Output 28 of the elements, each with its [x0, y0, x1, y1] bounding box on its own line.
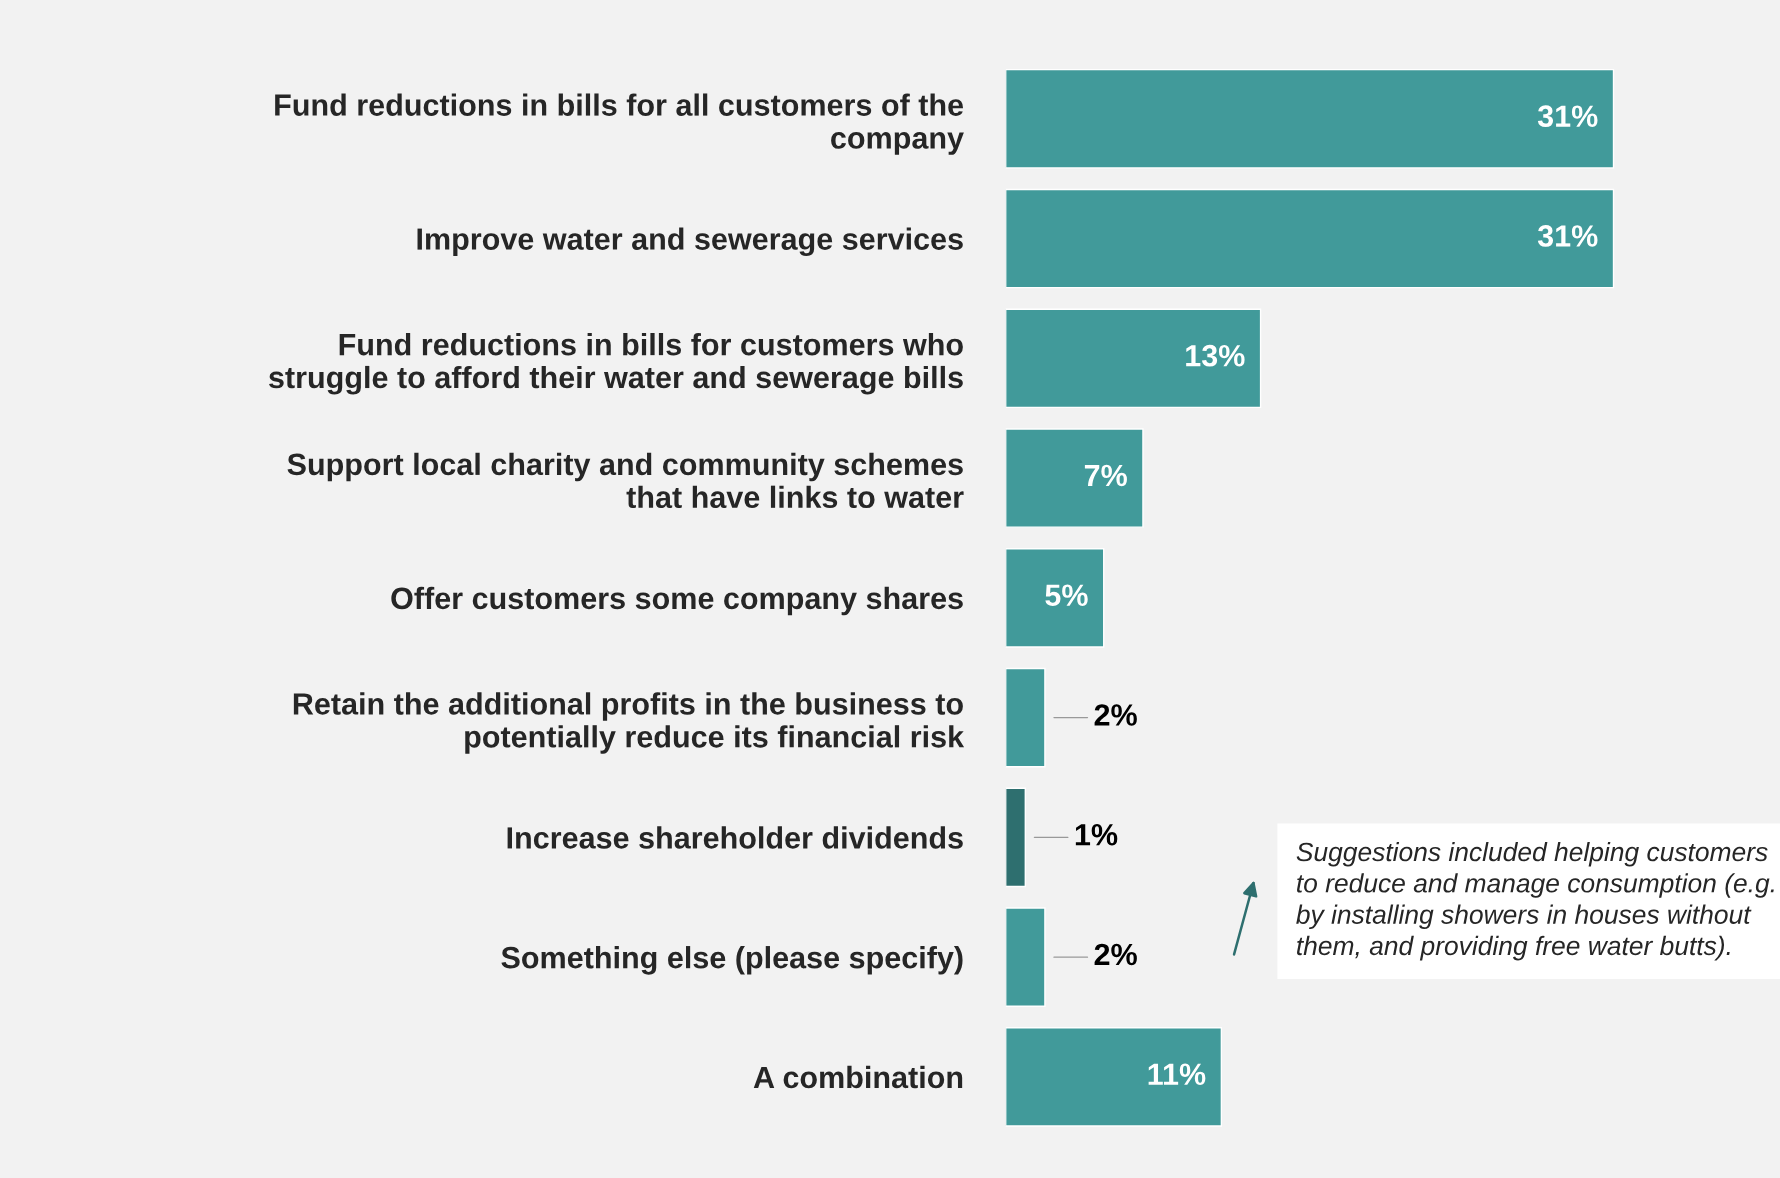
y-tick-label: Improve water and sewerage services — [417, 227, 963, 257]
bar — [1005, 667, 1046, 768]
y-tick-label: Support local charity and community schemes that have links to water — [287, 452, 964, 509]
data-label: 13% — [1186, 344, 1245, 367]
data-label: 31% — [1537, 225, 1598, 247]
data-label: 7% — [1084, 464, 1127, 487]
data-label: 1% — [1075, 824, 1118, 846]
y-tick-label: Fund reductions in bills for all customers of the company — [275, 93, 964, 155]
y-tick-label: Retain the additional profits in the business to potentially reduce its financial risk — [293, 692, 965, 754]
y-tick-label: Something else (please specify) — [501, 946, 963, 975]
y-tick-label: Fund reductions in bills for customers who struggle to afford their water and sewerage bills — [269, 332, 963, 395]
y-tick-label: Increase shareholder dividends — [507, 826, 963, 849]
annotation: Suggestions included helping customers to reduce and manage consumption (e.g. by installing showers in houses without them, and providing free water butts). — [1296, 841, 1774, 961]
data-label: 5% — [1045, 584, 1088, 607]
bar — [1005, 308, 1262, 409]
bar — [1005, 188, 1615, 289]
bar — [1005, 548, 1105, 648]
bar — [1005, 428, 1144, 528]
bar — [1005, 68, 1615, 169]
data-label: 31% — [1537, 105, 1598, 128]
data-label: 11% — [1148, 1063, 1206, 1086]
data-label: 2% — [1094, 943, 1137, 966]
data-label: 2% — [1094, 704, 1137, 726]
bar — [1005, 787, 1027, 888]
bar — [1005, 907, 1046, 1007]
bar — [1005, 1027, 1223, 1127]
y-tick-label: A combination — [753, 1065, 963, 1089]
y-tick-label: Offer customers some company shares — [391, 586, 963, 616]
